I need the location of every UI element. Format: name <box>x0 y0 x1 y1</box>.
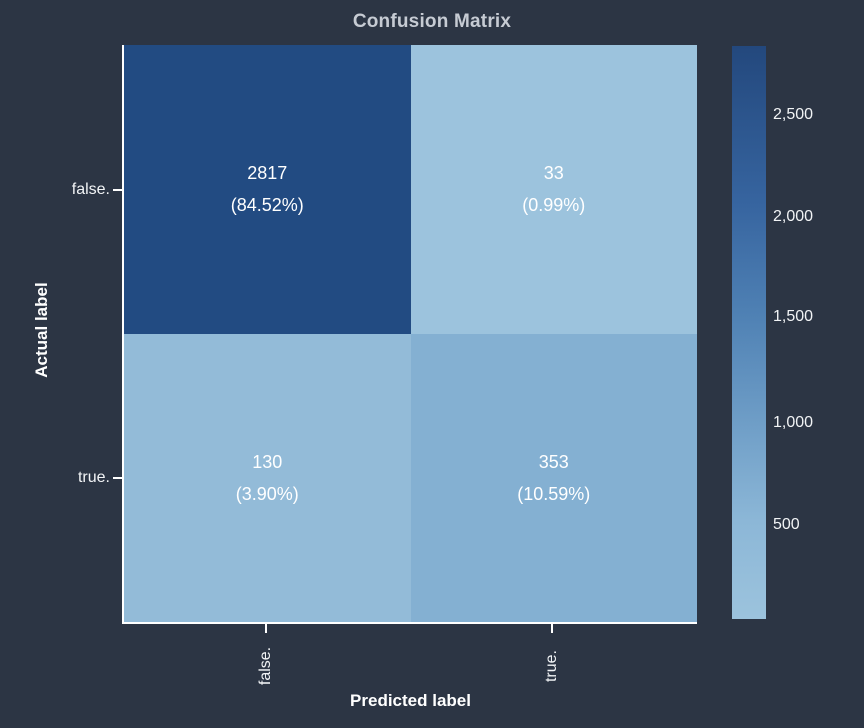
heatmap-grid: 2817 (84.52%) 33 (0.99%) 130 (3.90%) 353… <box>124 45 697 622</box>
cell-actual-true-predicted-true: 353 (10.59%) <box>410 333 697 622</box>
heatmap-plot-area: 2817 (84.52%) 33 (0.99%) 130 (3.90%) 353… <box>122 45 697 624</box>
y-tick-mark <box>113 189 122 191</box>
cell-percent: (0.99%) <box>522 195 586 216</box>
colorbar-tick-2500: 2,500 <box>773 106 814 123</box>
x-tick-label-false: false. <box>257 646 274 686</box>
x-tick-mark <box>551 624 553 633</box>
cell-actual-true-predicted-false: 130 (3.90%) <box>124 333 411 622</box>
y-tick-mark <box>113 477 122 479</box>
cell-count: 130 <box>252 451 283 472</box>
y-tick-label-true: true. <box>77 469 110 486</box>
cell-count: 33 <box>543 163 564 184</box>
x-axis-title: Predicted label <box>350 691 471 710</box>
chart-title: Confusion Matrix <box>352 11 512 32</box>
x-tick-label-true: true. <box>543 650 560 683</box>
y-tick-label-false: false. <box>71 181 110 198</box>
y-axis-title: Actual label <box>32 282 51 378</box>
cell-count: 353 <box>538 451 569 472</box>
x-tick-mark <box>265 624 267 633</box>
cell-count: 2817 <box>247 163 288 184</box>
colorbar-tick-2000: 2,000 <box>773 208 814 225</box>
cell-actual-false-predicted-false: 2817 (84.52%) <box>124 45 411 334</box>
cell-percent: (10.59%) <box>517 483 591 504</box>
cell-percent: (84.52%) <box>230 195 304 216</box>
colorbar-tick-500: 500 <box>773 516 800 533</box>
cell-actual-false-predicted-true: 33 (0.99%) <box>410 45 697 334</box>
colorbar-gradient <box>732 46 766 619</box>
colorbar-tick-1000: 1,000 <box>773 414 814 431</box>
cell-percent: (3.90%) <box>235 483 299 504</box>
colorbar-tick-1500: 1,500 <box>773 308 814 325</box>
